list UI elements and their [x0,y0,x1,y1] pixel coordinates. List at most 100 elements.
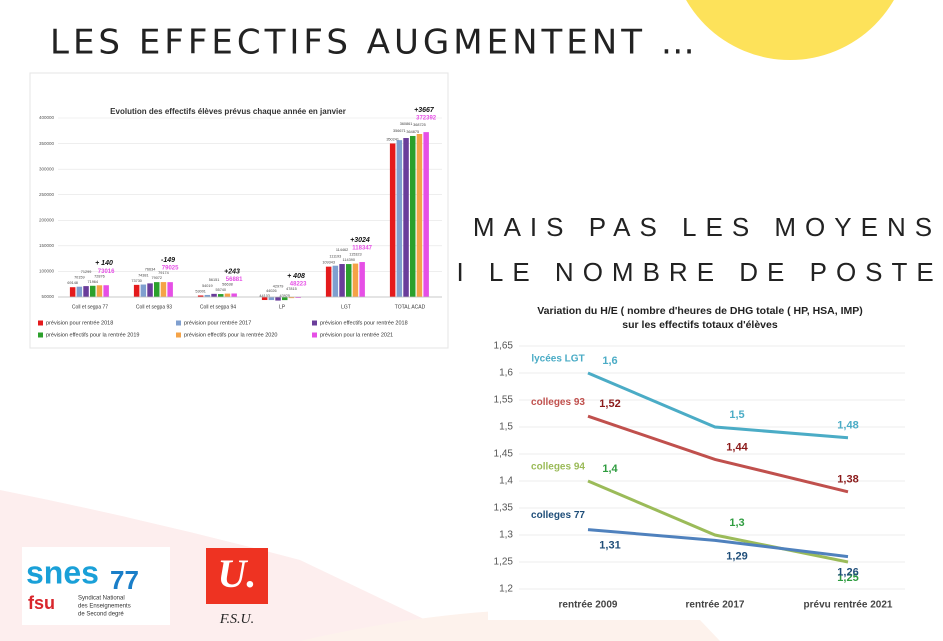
x-tick-label: LGT [341,304,351,310]
chart-title: sur les effectifs totaux d'élèves [622,319,778,331]
data-label: 356671 [393,129,406,133]
legend-label: prévision effectifs pour rentrée 2018 [320,320,408,326]
bar [332,265,339,297]
data-label: 74381 [138,274,149,278]
data-label: 79072 [151,276,162,280]
y-tick-label: 250000 [39,192,55,197]
x-tick-label: Coll et segpa 94 [200,304,236,310]
annotation: +3667 [414,107,435,114]
bar [211,293,217,297]
legend-swatch [312,332,317,338]
data-label: 118347 [352,246,372,252]
data-label: 73016 [98,269,115,275]
data-label: 76634 [145,267,156,271]
series-label: colleges 94 [531,462,585,473]
data-label: 1,5 [729,409,744,421]
bar [416,133,423,297]
data-label: 111193 [329,255,341,259]
y-tick-label: 1,6 [499,368,513,379]
legend-swatch [38,320,43,326]
bar [396,140,403,297]
data-label: 1,52 [599,398,620,410]
logo-caption: F.S.U. [219,612,254,627]
y-tick-label: 200000 [39,217,55,222]
data-label: 1,26 [837,567,858,579]
data-label: 114462 [336,248,348,252]
chart-frame [488,295,905,620]
slide-subtitle: MAIS PAS LES MOYENS [473,212,941,242]
data-label: 42979 [273,285,284,289]
bar [261,297,268,301]
x-tick-label: prévu rentrée 2021 [804,600,893,611]
logo-caption: des Enseignements [78,604,131,610]
y-tick-label: 150000 [39,243,55,248]
data-label: 1,38 [837,474,858,486]
data-label: 48223 [290,281,307,287]
y-tick-label: 1,35 [494,503,514,514]
data-label: 372392 [416,116,437,122]
bar [160,282,167,297]
data-label: 69148 [67,281,78,285]
data-label: 56881 [226,277,243,283]
series-label: colleges 77 [531,510,585,521]
series-label: colleges 93 [531,397,585,408]
data-label: 1,29 [726,550,747,562]
y-tick-label: 1,2 [499,584,513,595]
x-tick-label: Coll et segpa 93 [136,304,172,310]
y-tick-label: 1,5 [499,422,513,433]
bar [140,284,147,297]
y-tick-label: 350000 [39,141,55,146]
chart-title: Variation du H/E ( nombre d'heures de DH… [537,305,863,317]
line [587,371,849,440]
legend-label: prévision pour la rentrée 2021 [320,332,393,338]
data-label: 1,6 [602,355,617,367]
y-tick-label: 1,45 [494,449,514,460]
data-label: 115323 [349,253,361,257]
data-label: 73730 [131,279,142,283]
legend-swatch [176,332,181,338]
data-label: 368725 [413,123,426,127]
data-label: 79025 [162,266,179,272]
decor-circle [686,0,894,60]
data-label: 1,31 [599,540,620,552]
legend-label: prévision pour rentrée 2017 [184,320,251,326]
bar [288,297,295,299]
bar [133,284,140,297]
data-label: 55740 [215,288,226,292]
bar [96,285,103,297]
x-tick-label: rentrée 2009 [559,600,618,611]
logo-text: fsu [28,593,55,613]
logo-box [206,548,268,604]
x-tick-label: rentrée 2017 [686,600,745,611]
y-tick-label: 1,3 [499,530,513,541]
y-tick-label: 100000 [39,269,55,274]
data-label: 56638 [222,283,233,287]
bar [197,295,204,297]
logo-text: 77 [110,565,139,595]
logo-caption: de Second degré [78,612,124,618]
data-label: 71964 [87,280,98,284]
bar [423,132,429,297]
annotation: +3024 [350,237,370,244]
bar [410,135,416,297]
bar [403,138,409,297]
bar [352,263,359,297]
legend-label: prévision effectifs pour la rentrée 2020 [184,332,277,338]
bar [231,293,237,297]
data-label: 360861 [400,122,413,126]
bar [346,264,352,297]
logo-text: U. [218,551,257,596]
bar [295,297,301,298]
bar [224,293,231,297]
chart-title: Evolution des effectifs élèves prévus ch… [110,107,346,116]
bar [218,294,224,297]
x-tick-label: TOTAL ACAD [395,304,426,310]
y-tick-label: 1,55 [494,395,514,406]
bar [282,297,288,301]
data-label: 350241 [386,137,399,141]
bar [268,297,275,301]
data-label: 1,4 [602,463,618,475]
line [587,479,849,564]
data-label: 1,48 [837,420,858,432]
